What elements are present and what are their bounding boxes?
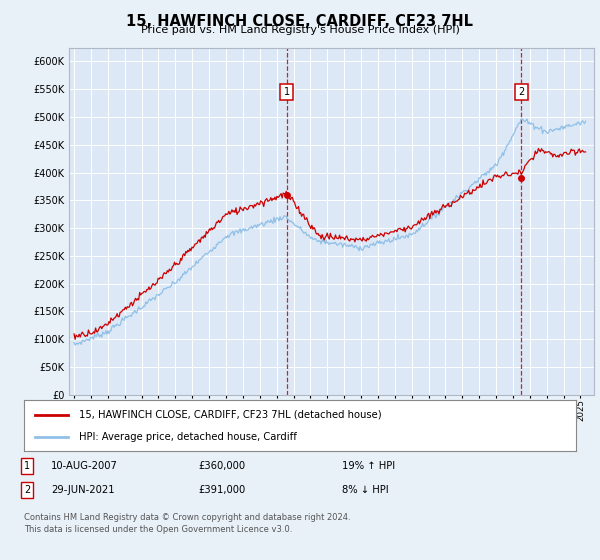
Text: 8% ↓ HPI: 8% ↓ HPI xyxy=(342,485,389,495)
Text: £360,000: £360,000 xyxy=(198,461,245,471)
Text: 1: 1 xyxy=(24,461,30,471)
Text: 10-AUG-2007: 10-AUG-2007 xyxy=(51,461,118,471)
Text: 2: 2 xyxy=(518,87,524,97)
Text: This data is licensed under the Open Government Licence v3.0.: This data is licensed under the Open Gov… xyxy=(24,525,292,534)
Text: HPI: Average price, detached house, Cardiff: HPI: Average price, detached house, Card… xyxy=(79,432,297,442)
Text: Price paid vs. HM Land Registry's House Price Index (HPI): Price paid vs. HM Land Registry's House … xyxy=(140,25,460,35)
Text: Contains HM Land Registry data © Crown copyright and database right 2024.: Contains HM Land Registry data © Crown c… xyxy=(24,513,350,522)
Text: 19% ↑ HPI: 19% ↑ HPI xyxy=(342,461,395,471)
Text: 29-JUN-2021: 29-JUN-2021 xyxy=(51,485,115,495)
Text: £391,000: £391,000 xyxy=(198,485,245,495)
Text: 15, HAWFINCH CLOSE, CARDIFF, CF23 7HL: 15, HAWFINCH CLOSE, CARDIFF, CF23 7HL xyxy=(127,14,473,29)
Text: 2: 2 xyxy=(24,485,30,495)
Text: 15, HAWFINCH CLOSE, CARDIFF, CF23 7HL (detached house): 15, HAWFINCH CLOSE, CARDIFF, CF23 7HL (d… xyxy=(79,409,382,419)
Text: 1: 1 xyxy=(284,87,290,97)
